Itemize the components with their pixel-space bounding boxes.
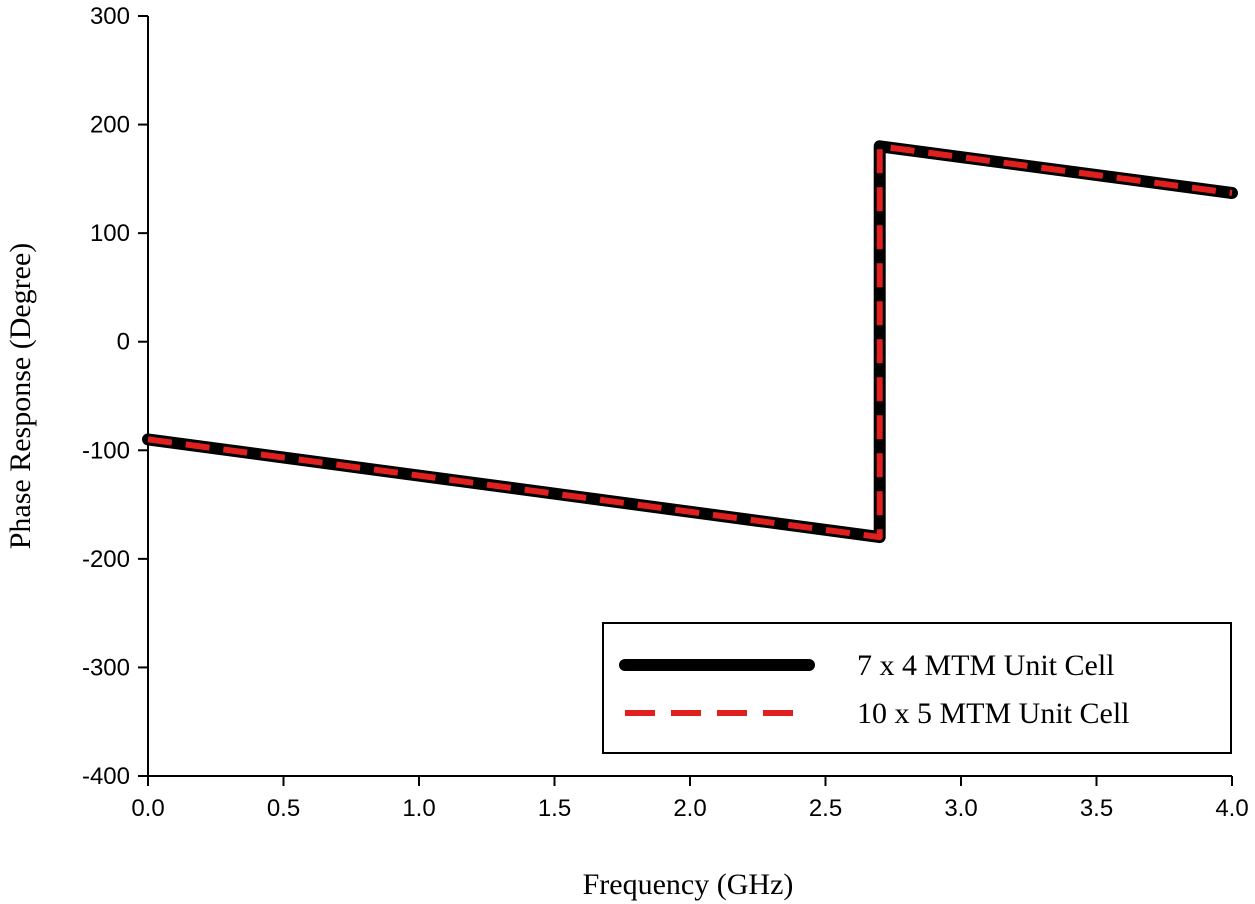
x-tick-label: 2.0: [673, 795, 706, 822]
y-tick-label: -400: [82, 763, 130, 790]
x-tick-label: 1.5: [538, 795, 571, 822]
y-axis-title: Phase Response (Degree): [4, 243, 37, 550]
x-tick-label: 1.0: [402, 795, 435, 822]
x-tick-label: 3.5: [1080, 795, 1113, 822]
y-tick-label: 0: [117, 329, 130, 356]
legend-box: [602, 622, 1232, 754]
legend: 7 x 4 MTM Unit Cell 10 x 5 MTM Unit Cell: [602, 622, 1232, 754]
x-tick-label: 2.5: [809, 795, 842, 822]
series-layer: [142, 140, 1238, 544]
legend-label-2: 10 x 5 MTM Unit Cell: [857, 697, 1130, 730]
x-tick-label: 4.0: [1215, 795, 1248, 822]
legend-label-1: 7 x 4 MTM Unit Cell: [857, 649, 1115, 682]
y-tick-label: -100: [82, 437, 130, 464]
y-tick-label: -300: [82, 654, 130, 681]
series-line-1: [142, 140, 1238, 544]
x-tick-label: 0.0: [131, 795, 164, 822]
y-tick-label: 100: [90, 220, 130, 247]
x-axis-title: Frequency (GHz): [583, 868, 794, 901]
series-line-2: [147, 143, 1233, 541]
y-tick-label: -200: [82, 546, 130, 573]
y-tick-label: 300: [90, 3, 130, 30]
x-tick-label: 0.5: [267, 795, 300, 822]
plot-axes: -400 -300 -200 -100 0 100 200 300 0.0 0.5 1.0 1.5 2.…: [82, 3, 1249, 822]
y-tick-label: 200: [90, 112, 130, 139]
x-tick-label: 3.0: [944, 795, 977, 822]
